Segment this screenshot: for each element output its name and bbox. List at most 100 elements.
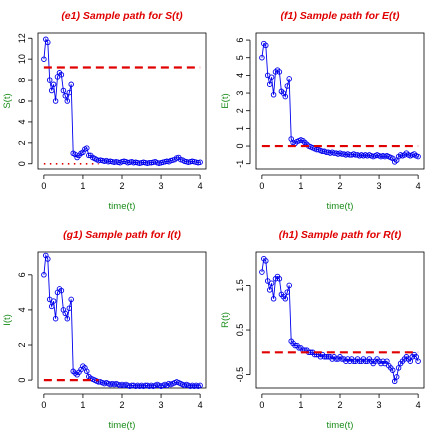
data-point <box>395 365 402 371</box>
data-point <box>68 296 74 303</box>
data-point <box>276 276 283 282</box>
y-tick-label: 2 <box>17 140 27 145</box>
y-tick-label: -0.5 <box>235 367 245 383</box>
x-tick-label: 4 <box>198 400 203 410</box>
chart-panel-2: (g1) Sample path for I(t) 0 1 2 3 4 0 2 4 6 time(t… <box>2 229 207 431</box>
y-tick-label: 0 <box>17 378 27 383</box>
series-line <box>261 257 419 383</box>
data-point <box>46 77 53 83</box>
x-tick-label: 0 <box>259 181 264 191</box>
data-point <box>276 69 283 75</box>
series-line <box>43 37 201 164</box>
x-tick-label: 3 <box>159 181 164 191</box>
data-point <box>321 354 328 360</box>
y-tick-label: 2 <box>235 108 245 113</box>
data-point <box>58 72 65 78</box>
data-point <box>352 152 359 158</box>
data-point <box>415 153 421 160</box>
y-axis-label: E(t) <box>220 93 231 108</box>
x-tick-label: 4 <box>416 181 421 191</box>
x-tick-label: 4 <box>416 400 421 410</box>
x-axis-label: time(t) <box>327 420 354 431</box>
data-point <box>64 315 71 322</box>
x-tick-label: 1 <box>298 181 303 191</box>
x-axis-label: time(t) <box>327 201 354 212</box>
chart-title: (e1) Sample path for S(t) <box>61 10 183 22</box>
y-tick-label: 10 <box>17 54 27 64</box>
data-point <box>413 354 419 360</box>
data-point <box>259 54 265 61</box>
x-tick-label: 3 <box>377 181 382 191</box>
data-point <box>48 303 55 310</box>
x-tick-label: 3 <box>377 400 382 410</box>
data-point <box>146 159 153 166</box>
data-point <box>41 56 47 62</box>
data-point <box>45 256 51 262</box>
series-line <box>261 42 419 163</box>
y-tick-label: 4 <box>17 307 27 312</box>
data-point <box>415 358 421 364</box>
y-tick-label: 3 <box>235 91 245 96</box>
y-tick-label: 6 <box>17 272 27 277</box>
data-point <box>259 269 265 275</box>
y-axis-label: S(t) <box>2 93 13 108</box>
data-point <box>282 296 289 302</box>
x-tick-label: 2 <box>119 181 124 191</box>
data-point <box>268 280 275 286</box>
data-point <box>331 150 337 156</box>
y-tick-label: 6 <box>235 38 245 43</box>
y-tick-label: 8 <box>17 78 27 83</box>
data-point <box>50 81 57 88</box>
data-point <box>270 92 277 98</box>
y-axis-label: R(t) <box>220 312 231 328</box>
data-point <box>384 358 390 364</box>
data-point <box>270 296 277 302</box>
chart-panel-3: (h1) Sample path for R(t) 0 1 2 3 4 -0.5 0.5 1.5… <box>220 229 425 431</box>
data-point <box>84 368 90 375</box>
data-point <box>323 149 330 155</box>
chart-title: (h1) Sample path for R(t) <box>279 229 402 241</box>
data-point <box>58 287 65 294</box>
data-point <box>266 287 273 293</box>
plot-frame <box>37 32 207 170</box>
y-tick-label: 0 <box>235 144 245 149</box>
data-point <box>284 289 291 295</box>
y-tick-label: -1 <box>235 160 245 168</box>
y-tick-label: 5 <box>235 55 245 60</box>
data-point <box>313 146 320 153</box>
y-tick-label: 1.5 <box>235 279 245 292</box>
data-point <box>391 378 398 385</box>
y-tick-label: 0.5 <box>235 324 245 337</box>
data-point <box>286 76 292 82</box>
data-point <box>129 382 135 389</box>
data-point <box>266 81 273 87</box>
chart-title: (f1) Sample path for E(t) <box>280 10 400 22</box>
x-tick-label: 4 <box>198 181 203 191</box>
data-point <box>389 367 396 373</box>
y-tick-label: 4 <box>235 73 245 78</box>
plot-frame <box>255 251 425 389</box>
data-point <box>263 42 269 49</box>
data-point <box>347 152 353 158</box>
x-tick-label: 0 <box>41 181 46 191</box>
data-point <box>407 358 414 364</box>
x-axis-label: time(t) <box>109 420 136 431</box>
data-point <box>319 148 326 155</box>
data-point <box>142 382 149 389</box>
x-tick-label: 3 <box>159 400 164 410</box>
data-point <box>282 93 289 100</box>
x-tick-label: 1 <box>80 181 85 191</box>
data-point <box>393 374 400 380</box>
x-tick-label: 2 <box>337 400 342 410</box>
x-tick-label: 0 <box>259 400 264 410</box>
data-point <box>62 310 69 317</box>
chart-panel-1: (f1) Sample path for E(t) 0 1 2 3 4 -1 0 1 2 3 4 5 6 t… <box>220 10 425 212</box>
y-tick-label: 1 <box>235 126 245 131</box>
y-tick-label: 6 <box>17 98 27 103</box>
data-point <box>263 258 269 264</box>
plot-frame <box>37 251 207 389</box>
y-axis-label: I(t) <box>2 314 13 326</box>
y-tick-label: 0 <box>17 161 27 166</box>
data-point <box>68 81 74 88</box>
